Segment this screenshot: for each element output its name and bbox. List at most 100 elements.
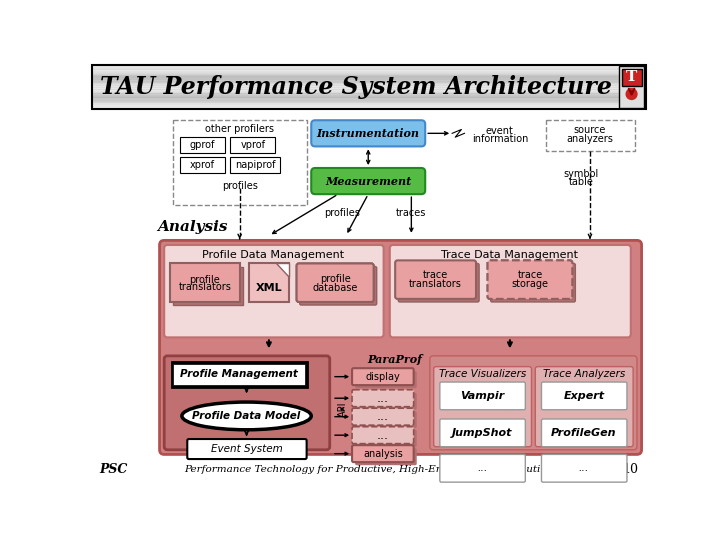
Bar (92, 107, 647, 108)
Bar (92, 85, 647, 86)
Bar (92, 73, 647, 74)
Text: ...: ... (477, 463, 487, 473)
Text: TAU Performance System Architecture: TAU Performance System Architecture (99, 75, 611, 99)
Bar (92, 81, 647, 82)
Bar (92, 98, 647, 99)
FancyBboxPatch shape (300, 267, 377, 305)
FancyBboxPatch shape (535, 367, 633, 447)
Text: XML: XML (256, 283, 282, 293)
FancyBboxPatch shape (541, 419, 627, 447)
Bar (92, 101, 647, 102)
Text: Profile Management: Profile Management (180, 369, 298, 379)
Text: ...: ... (377, 429, 389, 442)
Bar (92, 87, 647, 88)
Text: trace: trace (423, 270, 448, 280)
Text: Measurement: Measurement (325, 176, 411, 186)
Text: gprof: gprof (190, 140, 215, 150)
FancyBboxPatch shape (430, 356, 637, 450)
Bar (92, 102, 647, 103)
Bar (92, 65, 647, 66)
FancyBboxPatch shape (390, 245, 631, 338)
Text: information: information (472, 134, 528, 144)
Bar (92, 84, 647, 85)
Text: profiles: profiles (222, 181, 258, 192)
FancyBboxPatch shape (355, 393, 417, 410)
Bar (172, 362, 307, 387)
Bar (92, 86, 647, 87)
Bar (249, 264, 289, 302)
Text: ProfileGen: ProfileGen (551, 428, 616, 438)
Bar (92, 91, 647, 92)
Text: ...: ... (377, 392, 389, 404)
Bar (92, 108, 647, 109)
Bar (92, 99, 647, 100)
Circle shape (626, 89, 637, 99)
Text: storage: storage (511, 279, 549, 289)
Text: display: display (366, 372, 400, 382)
Text: symbol: symbol (563, 169, 598, 179)
Bar (546, 120, 634, 151)
Bar (92, 67, 647, 68)
Bar (230, 157, 281, 173)
Bar (621, 69, 642, 85)
Bar (92, 83, 647, 84)
Bar (174, 267, 243, 305)
FancyBboxPatch shape (311, 120, 426, 146)
FancyBboxPatch shape (541, 382, 627, 410)
FancyBboxPatch shape (352, 390, 414, 407)
FancyBboxPatch shape (355, 430, 417, 447)
FancyBboxPatch shape (164, 356, 330, 450)
FancyBboxPatch shape (541, 455, 627, 482)
Text: database: database (312, 283, 358, 293)
Bar (92, 72, 647, 73)
Text: API: API (338, 401, 348, 417)
Bar (92, 69, 647, 70)
Text: profile: profile (189, 275, 220, 285)
Text: ParaProf: ParaProf (368, 354, 423, 365)
FancyBboxPatch shape (352, 408, 414, 425)
FancyBboxPatch shape (490, 264, 575, 302)
Text: translators: translators (409, 279, 462, 289)
Text: napiprof: napiprof (235, 160, 275, 170)
Bar (92, 109, 647, 110)
Text: Analysis: Analysis (157, 219, 228, 233)
Bar (92, 93, 647, 94)
Text: profile: profile (320, 274, 351, 284)
Text: trace: trace (517, 270, 543, 280)
Ellipse shape (182, 402, 311, 430)
Bar (92, 82, 647, 83)
Text: Trace Analyzers: Trace Analyzers (543, 369, 625, 379)
Text: ...: ... (579, 463, 589, 473)
Bar (92, 80, 647, 81)
Text: T: T (626, 70, 637, 84)
Bar (92, 103, 647, 104)
Bar (619, 66, 644, 108)
Bar (230, 137, 275, 153)
Bar (92, 74, 647, 75)
Text: traces: traces (396, 208, 426, 218)
Bar (92, 76, 647, 77)
Bar (92, 79, 647, 80)
Bar (92, 68, 647, 69)
Text: analysis: analysis (363, 449, 402, 458)
Bar (92, 104, 647, 105)
Text: Performance Technology for Productive, High-End Parallel Computing: Performance Technology for Productive, H… (184, 464, 554, 474)
Bar (92, 100, 647, 101)
Bar (174, 363, 305, 385)
FancyBboxPatch shape (352, 445, 414, 462)
Bar (92, 89, 647, 90)
Text: Vampir: Vampir (460, 391, 504, 401)
FancyBboxPatch shape (297, 264, 374, 302)
Text: JumpShot: JumpShot (452, 428, 513, 438)
FancyBboxPatch shape (355, 448, 417, 465)
Text: 10: 10 (623, 463, 639, 476)
Bar (92, 96, 647, 97)
Bar (180, 157, 225, 173)
Text: Event System: Event System (211, 444, 282, 454)
FancyBboxPatch shape (160, 240, 642, 455)
Bar (180, 137, 225, 153)
Bar (92, 95, 647, 96)
Bar (92, 78, 647, 79)
Bar (92, 71, 647, 72)
FancyBboxPatch shape (187, 439, 307, 459)
